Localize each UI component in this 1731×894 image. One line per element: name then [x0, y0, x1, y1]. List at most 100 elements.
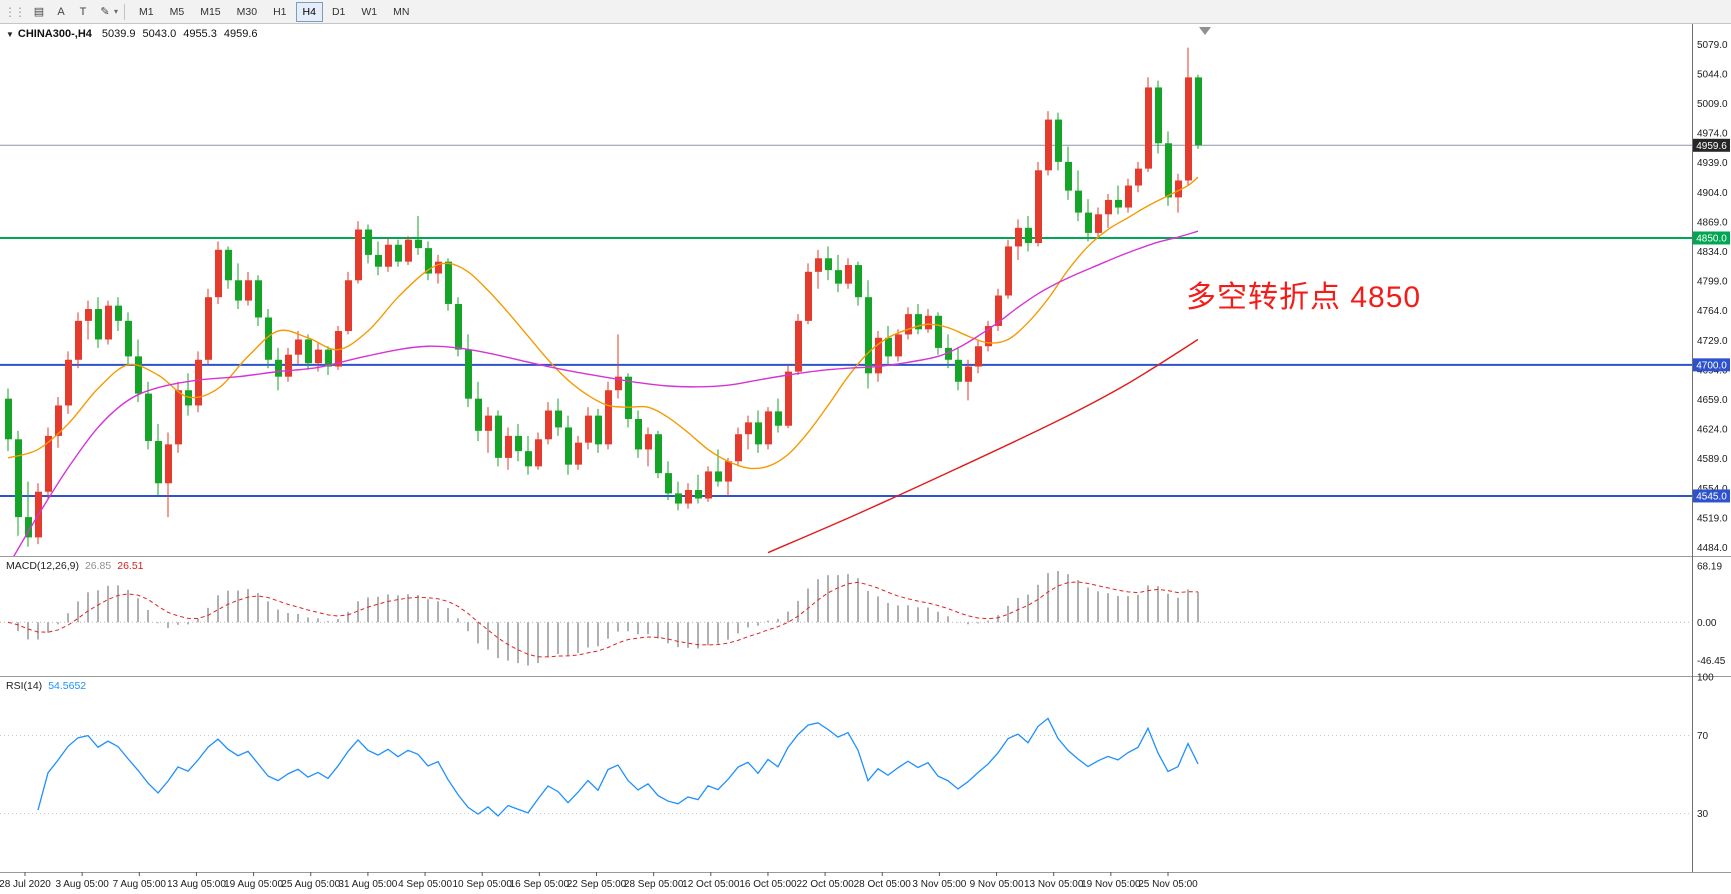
macd-panel[interactable] [0, 557, 1692, 676]
candle [115, 297, 122, 332]
rsi-axis-label: 30 [1697, 809, 1709, 820]
time-axis-label: 16 Oct 05:00 [739, 879, 797, 890]
candle [755, 410, 762, 453]
candle [1005, 239, 1012, 299]
candle [1025, 215, 1032, 252]
time-axis-label: 31 Aug 05:00 [338, 879, 397, 890]
candle [215, 241, 222, 304]
price-axis-label: 4519.0 [1697, 513, 1728, 524]
candle [635, 410, 642, 458]
candle [975, 339, 982, 374]
candle [955, 347, 962, 391]
timeframe-button-m30[interactable]: M30 [230, 2, 264, 22]
candle [145, 381, 152, 450]
chevron-down-icon[interactable]: ▾ [114, 7, 119, 16]
timeframe-button-m5[interactable]: M5 [163, 2, 192, 22]
text-tool-icon[interactable]: A [51, 2, 71, 22]
candle [1135, 161, 1142, 193]
price-axis-label: 4589.0 [1697, 454, 1728, 465]
candle [685, 483, 692, 509]
chart-plot-area[interactable] [0, 24, 1692, 556]
timeframe-button-m15[interactable]: M15 [193, 2, 227, 22]
candle [485, 407, 492, 453]
price-axis-label: 4659.0 [1697, 395, 1728, 406]
candle [1175, 173, 1182, 213]
candle [915, 303, 922, 335]
candle [605, 381, 612, 450]
chart-shift-marker[interactable] [1199, 27, 1211, 35]
candle [805, 263, 812, 325]
timeframe-button-m1[interactable]: M1 [132, 2, 161, 22]
candle [995, 288, 1002, 332]
price-axis-label: 5044.0 [1697, 69, 1728, 80]
candle [125, 312, 132, 365]
candle [585, 407, 592, 450]
candle [855, 261, 862, 306]
price-tag-level-4850: 4850.0 [1693, 231, 1730, 245]
candle [725, 457, 732, 496]
candle [225, 246, 232, 289]
time-axis[interactable] [0, 872, 1731, 894]
text-label-tool-icon[interactable]: T [73, 2, 93, 22]
candle [265, 309, 272, 369]
price-level-lines [0, 144, 1692, 497]
time-axis-label: 25 Aug 05:00 [281, 879, 340, 890]
candle [885, 325, 892, 365]
candle [365, 224, 372, 264]
candle [435, 254, 442, 284]
time-axis-label: 12 Oct 05:00 [682, 879, 740, 890]
candle [175, 381, 182, 453]
svg-text:4700.0: 4700.0 [1696, 360, 1727, 371]
draw-tool-icon[interactable]: ✎ [95, 2, 115, 22]
price-axis-label: 5079.0 [1697, 40, 1728, 51]
price-axis[interactable] [1692, 24, 1731, 872]
candle [505, 427, 512, 470]
moving-averages [7, 176, 1199, 556]
chart-mode-icon[interactable]: ▤ [29, 2, 49, 22]
candle [1165, 131, 1172, 206]
price-axis-label: 4939.0 [1697, 158, 1728, 169]
price-axis-label: 4554.0 [1697, 484, 1728, 495]
candle [765, 407, 772, 450]
candle [385, 237, 392, 272]
candles [5, 47, 1202, 547]
candle [665, 461, 672, 501]
timeframe-button-d1[interactable]: D1 [325, 2, 352, 22]
candle [275, 347, 282, 391]
candle [535, 432, 542, 470]
timeframe-button-mn[interactable]: MN [386, 2, 416, 22]
candle [625, 373, 632, 428]
candle [415, 215, 422, 255]
price-tag-level-4700: 4700.0 [1693, 358, 1730, 372]
rsi-axis-label: 70 [1697, 731, 1709, 742]
candle [1125, 178, 1132, 213]
candle [1115, 185, 1122, 215]
time-axis-label: 16 Sep 05:00 [510, 879, 570, 890]
macd-signal-line [7, 581, 1199, 658]
candle [655, 430, 662, 479]
candle [475, 381, 482, 441]
toolbar-grip[interactable]: ⋮⋮ [4, 4, 26, 19]
candle [845, 258, 852, 289]
candle [1185, 47, 1192, 186]
candle [1105, 194, 1112, 228]
timeframe-button-h4[interactable]: H4 [295, 1, 323, 22]
candle [905, 307, 912, 340]
macd-histogram [17, 571, 1199, 666]
candle [95, 297, 102, 348]
price-axis-label: 5009.0 [1697, 99, 1728, 110]
candle [1085, 199, 1092, 242]
timeframe-button-h1[interactable]: H1 [266, 2, 293, 22]
rsi-panel[interactable] [0, 677, 1692, 872]
candle [55, 396, 62, 448]
candle [1145, 77, 1152, 173]
time-axis-label: 19 Nov 05:00 [1081, 879, 1141, 890]
rsi-line [37, 717, 1199, 817]
candle [285, 347, 292, 382]
timeframe-button-w1[interactable]: W1 [354, 2, 384, 22]
price-axis-label: 4869.0 [1697, 217, 1728, 228]
candle [775, 398, 782, 433]
candle [675, 481, 682, 511]
candle [325, 346, 332, 376]
